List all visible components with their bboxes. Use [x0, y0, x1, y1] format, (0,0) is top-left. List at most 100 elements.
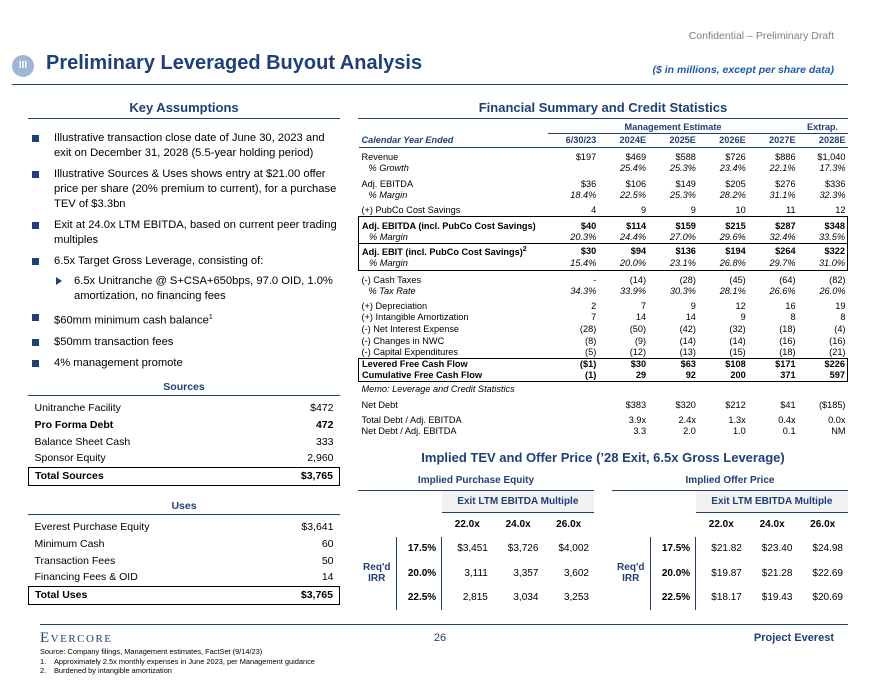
value: $149 [675, 178, 696, 189]
value: $215 [697, 216, 748, 233]
column: 2026E [697, 133, 748, 149]
value: 25.3% [669, 189, 696, 200]
irr: 20.0% [396, 561, 443, 586]
value: $472 [310, 401, 334, 414]
value: $264 [747, 243, 798, 259]
value: 2,815 [462, 592, 488, 604]
value: 2 [591, 301, 597, 312]
value: 11 [786, 205, 796, 216]
value: 29 [598, 370, 649, 383]
row: % Margin 20.3% 24.4% 27.0% 29.6% 32.4% 33.5% [358, 232, 848, 245]
row-label: Req'd IRR [358, 536, 397, 610]
spacer [612, 512, 696, 537]
label: Sponsor Equity [34, 452, 106, 465]
row: % Margin 15.4% 20.0% 23.1% 26.8% 29.7% 31.0% [358, 258, 848, 271]
value: (28) [679, 274, 696, 285]
value: $19.43 [761, 592, 793, 604]
logo: Evercore [40, 630, 113, 646]
columns-label: Calendar Year Ended [358, 133, 549, 149]
value: $19.87 [711, 567, 742, 579]
sub-bullet: 6.5x Unitranche @ S+CSA+650bps, 97.0 OID… [54, 274, 340, 304]
footnote: 1. Approximately 2.5x monthly expenses in… [40, 657, 315, 667]
value: 23.1% [648, 258, 698, 271]
project: Project Everest [753, 632, 834, 644]
row: Net Debt / Adj. EBITDA 3.3 2.0 1.0 0.1 NM [359, 426, 848, 438]
value: 22.1% [769, 163, 796, 174]
label-text: Levered Free Cash Flow [362, 359, 468, 370]
bullet-text: Illustrative Sources & Uses shows entry … [54, 168, 337, 210]
footnote-text: Burdened by intangible amortization [54, 666, 172, 675]
value: 14 [635, 312, 647, 323]
value: $886 [775, 152, 796, 163]
value: $106 [625, 178, 647, 189]
value: $159 [648, 216, 698, 233]
value: $108 [697, 358, 748, 371]
value: 12 [835, 205, 846, 216]
title: Preliminary Leveraged Buyout Analysis [46, 52, 423, 74]
value: (15) [729, 346, 746, 357]
financial: Financial Summary and Credit Statistics … [358, 100, 848, 437]
row: % Growth 25.4% 25.3% 23.4% 22.1% 17.3% [359, 163, 848, 175]
bullet-text: Exit at 24.0x LTM EBITDA, based on curre… [54, 219, 337, 246]
row: Pro Forma Debt 472 [29, 416, 340, 433]
bullet: Illustrative Sources & Uses shows entry … [28, 167, 340, 212]
label-text: Adj. EBITDA [361, 178, 414, 189]
value: 60 [321, 537, 334, 550]
label-text: (-) Cash Taxes [361, 274, 422, 285]
label: % Growth [359, 163, 549, 175]
value: $40 [548, 216, 599, 233]
column: 2027E [747, 133, 798, 149]
irr-row: Req'd IRR 17.5% $21.82 $23.40 $24.98 [612, 536, 848, 610]
label-text: Net Debt [361, 399, 398, 410]
uses: Uses Everest Purchase Equity $3,641 Minimu… [27, 500, 340, 605]
column: 22.0x [708, 519, 734, 530]
implied-table: Implied Purchase Equity Exit LTM EBITDA M… [358, 472, 594, 610]
label: Everest Purchase Equity [34, 520, 150, 533]
title-rule [12, 84, 848, 85]
value: (4) [834, 324, 846, 335]
irr-row: 22.5% 2,815 3,034 3,253 [358, 585, 594, 610]
label-text: Revenue [361, 152, 399, 163]
page-number: 26 [433, 632, 447, 644]
value: 1.0 [732, 425, 746, 436]
panel-title-row: Implied Purchase Equity [358, 472, 594, 491]
value: 14 [685, 312, 696, 323]
value: $63 [648, 358, 698, 371]
multiple-header: Exit LTM EBITDA Multiple [695, 490, 848, 513]
row: Adj. EBITDA (incl. PubCo Cost Savings) $4… [358, 216, 848, 233]
irr: 17.5% [396, 536, 443, 561]
value: (28) [579, 324, 597, 335]
value: 29.6% [697, 232, 748, 245]
memo-label: Memo: Leverage and Credit Statistics [358, 381, 848, 396]
bullet-text: Illustrative transaction close date of J… [54, 132, 325, 159]
row: Net Debt $383 $320 $212 $41 ($185) [359, 396, 848, 411]
value: 27.0% [648, 232, 698, 245]
value: $30 [598, 358, 649, 371]
label: (-) Capital Expenditures [359, 347, 549, 359]
value: 9 [690, 205, 696, 216]
label-text: (-) Capital Expenditures [361, 346, 459, 357]
label-text: % Tax Rate [368, 285, 416, 296]
footnote-marker: 1. [40, 656, 47, 666]
column: 22.0x [454, 519, 480, 530]
row: Cumulative Free Cash Flow (1) 29 92 200 371 59… [358, 370, 848, 383]
value: $383 [625, 399, 647, 410]
value: 31.0% [797, 258, 848, 271]
row: Adj. EBITDA $36 $106 $149 $205 $276 $336 [359, 175, 848, 190]
value: 3,034 [513, 592, 539, 604]
total-row: Total Uses $3,765 [27, 585, 340, 605]
uses-table: Everest Purchase Equity $3,641 Minimum Cas… [27, 518, 340, 605]
footnote-text: Approximately 2.5x monthly expenses in J… [54, 656, 315, 666]
value: 9 [740, 312, 746, 323]
label-text: Cumulative Free Cash Flow [362, 370, 482, 381]
value: $469 [625, 152, 647, 163]
column: 2024E [598, 133, 649, 149]
label: Transaction Fees [34, 554, 116, 567]
value: 3,253 [563, 592, 589, 604]
value: 20.0% [598, 258, 649, 271]
label: % Margin [358, 258, 549, 271]
label: Revenue [359, 148, 549, 164]
column: 2025E [648, 133, 698, 149]
subtitle: ($ in millions, except per share data) [652, 64, 834, 76]
value: $726 [725, 152, 746, 163]
